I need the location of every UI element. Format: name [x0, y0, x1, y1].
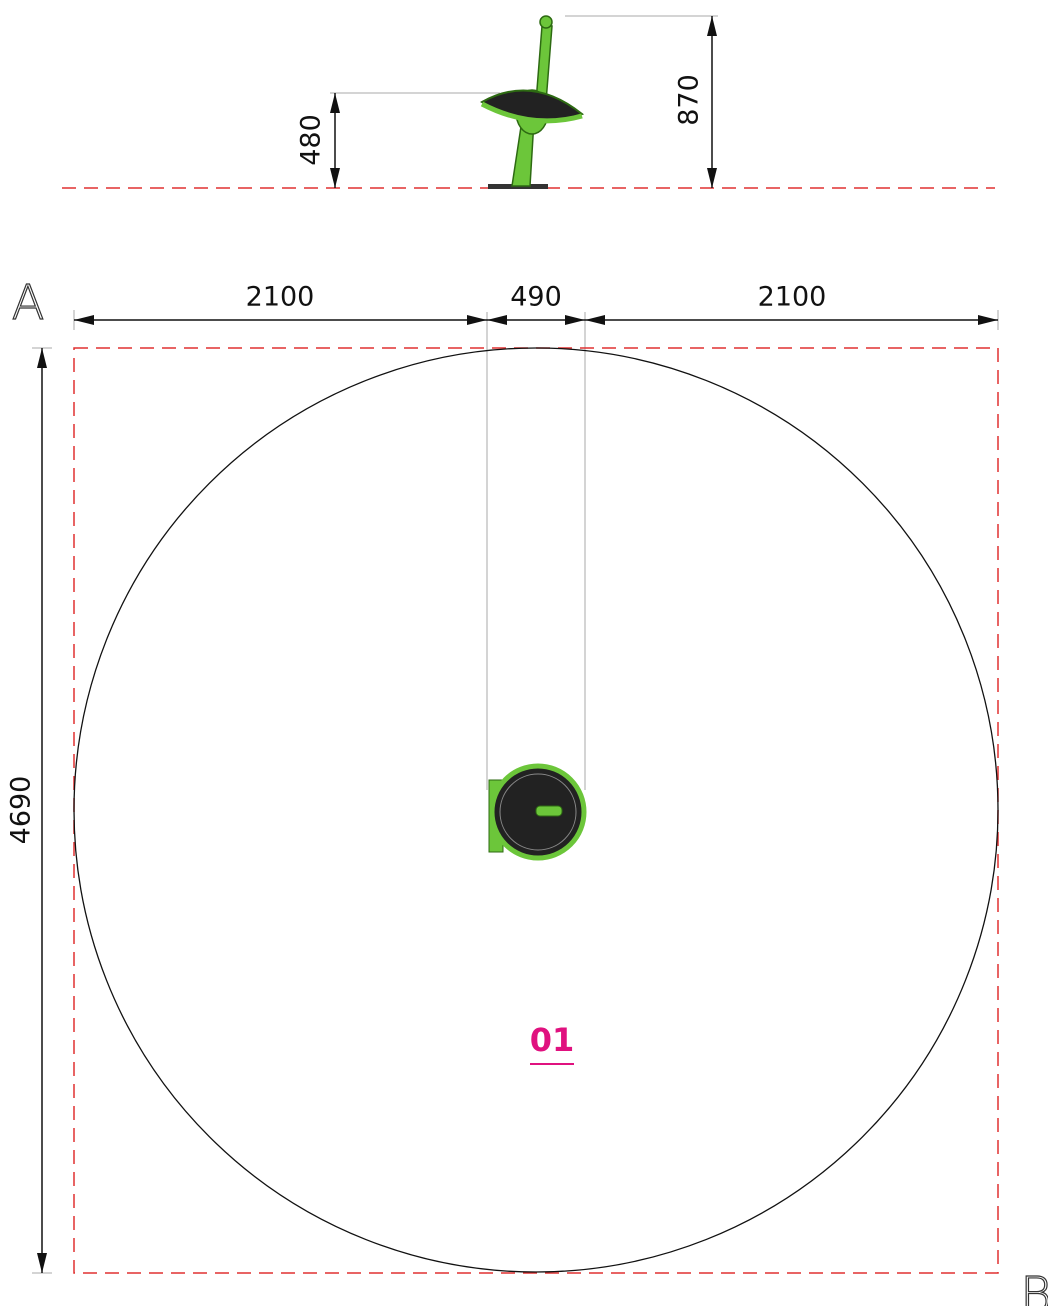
zone-label: 01	[530, 1021, 575, 1059]
dim-label: 2100	[758, 282, 827, 313]
dim-label: 480	[296, 114, 327, 166]
corner-label: A	[12, 275, 45, 331]
dim-label: 4690	[6, 776, 37, 845]
corner-label: B	[1020, 1267, 1048, 1306]
equipment-plan	[488, 763, 587, 861]
dim-label: 2100	[246, 282, 315, 313]
dim-label: 870	[674, 74, 705, 126]
equipment-side	[480, 15, 585, 189]
fall-zone	[73, 347, 999, 1273]
dim-label: 490	[510, 282, 562, 313]
